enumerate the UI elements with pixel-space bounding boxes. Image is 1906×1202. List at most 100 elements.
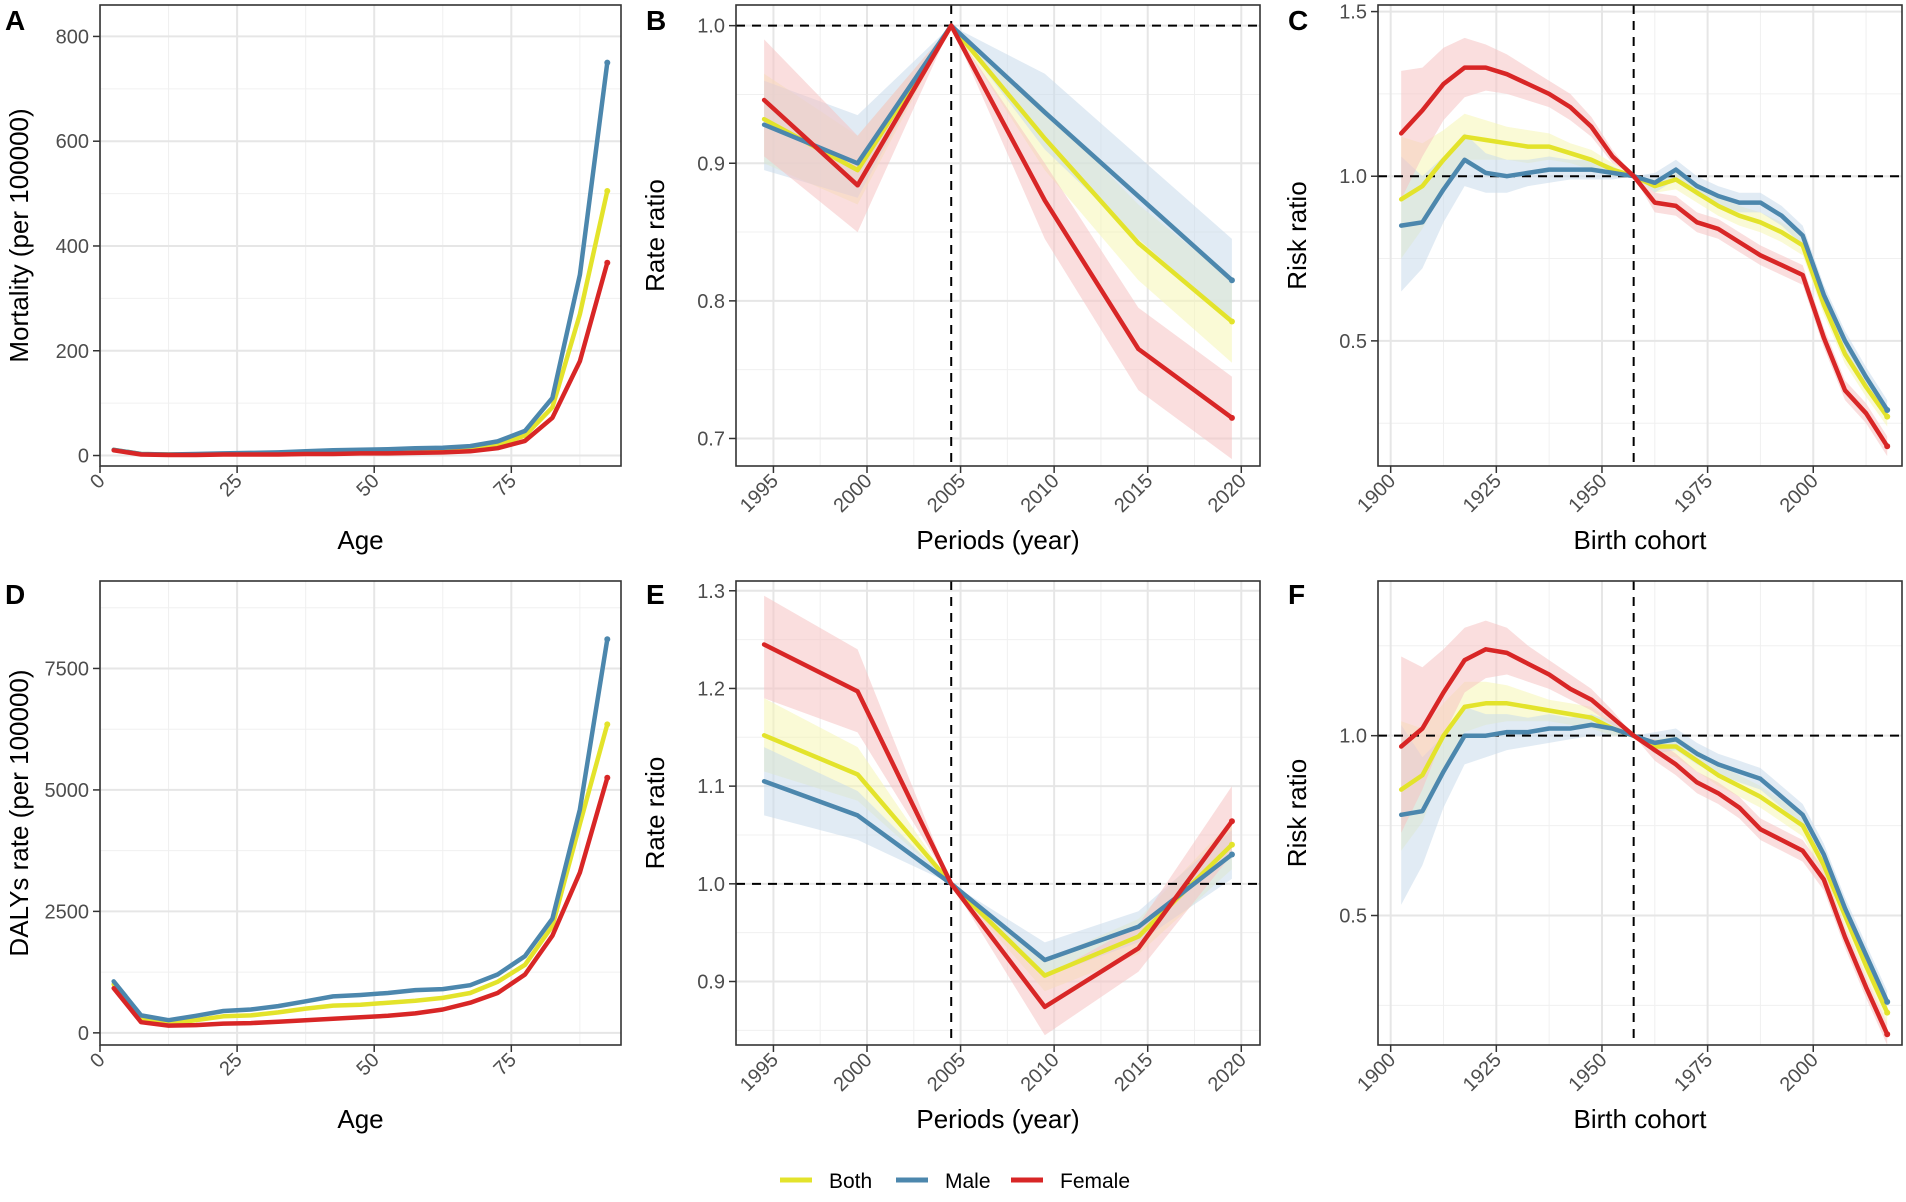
series-endpoint-male (604, 59, 611, 66)
x-tick-label: 1975 (1670, 1049, 1717, 1096)
y-axis-title: Risk ratio (1282, 759, 1312, 867)
x-tick-label: 1995 (736, 1049, 783, 1096)
y-tick-label: 200 (56, 341, 89, 363)
x-tick-label: 2005 (923, 1049, 970, 1096)
x-tick-label: 1925 (1459, 470, 1506, 517)
legend-label-male: Male (945, 1170, 991, 1193)
series-endpoint-both (1228, 318, 1235, 325)
series-endpoint-female (1884, 443, 1891, 450)
x-tick-label: 1900 (1353, 1049, 1400, 1096)
series-endpoint-male (1884, 998, 1891, 1005)
panel-c: 1900 1925 1950 1975 2000 0.5 1.0 1.5 Birth cohor… (1282, 2, 1903, 555)
y-tick-label: 800 (56, 26, 89, 48)
x-tick-label: 0 (86, 1049, 109, 1072)
grid (100, 581, 621, 1045)
y-tick-label: 1.1 (697, 776, 725, 798)
series-endpoint-male (1884, 407, 1891, 414)
legend: Both Male Female (780, 1170, 1130, 1193)
y-tick-label: 1.3 (697, 581, 725, 603)
panel-e: 1995 2000 2005 2010 2015 2020 0.9 1.0 1.1 1.2 1.3 P… (640, 579, 1261, 1134)
panel-border (735, 4, 1261, 467)
legend-label-female: Female (1060, 1170, 1130, 1193)
band-male (764, 25, 1232, 322)
series-line-female (111, 775, 610, 1028)
y-axis-title: Risk ratio (1282, 181, 1312, 289)
series-endpoint-both (604, 721, 611, 728)
x-tick-label: 75 (490, 1049, 521, 1080)
x-tick-label: 2005 (923, 470, 970, 517)
plot-content (111, 59, 611, 458)
panel-border (1377, 4, 1903, 467)
y-tick-label: 2500 (45, 901, 90, 923)
series-endpoint-female (604, 259, 611, 266)
band-female (1401, 620, 1888, 1045)
series-line-male (761, 23, 1235, 283)
panel-letter: B (646, 5, 666, 36)
plot-content (736, 581, 1260, 1045)
x-axis-title: Age (337, 1104, 383, 1134)
panel-d: 0 25 50 75 0 2500 5000 7500 Age DALYs rate (per 1… (4, 579, 622, 1134)
series-line-both (761, 733, 1235, 978)
x-axis-title: Birth cohort (1574, 525, 1708, 555)
y-tick-label: 0.9 (697, 972, 725, 994)
x-tick-label: 25 (215, 470, 246, 501)
y-axis-title: DALYs rate (per 100000) (4, 669, 34, 956)
series-endpoint-female (1228, 414, 1235, 421)
series-endpoint-both (1228, 841, 1235, 848)
x-tick-label: 75 (490, 470, 521, 501)
series-line-female (1398, 647, 1890, 1037)
panel-letter: E (646, 579, 665, 610)
x-tick-label: 0 (86, 470, 109, 493)
x-tick-label: 2020 (1204, 1049, 1251, 1096)
legend-label-both: Both (829, 1170, 872, 1193)
panel-border (99, 580, 622, 1046)
x-tick-label: 2000 (830, 1049, 877, 1096)
y-tick-label: 1.0 (697, 874, 725, 896)
x-tick-label: 2000 (830, 470, 877, 517)
y-tick-label: 0.8 (697, 291, 725, 313)
panel-letter: D (5, 579, 25, 610)
y-tick-label: 7500 (45, 658, 90, 680)
panel-letter: A (5, 5, 25, 36)
x-tick-label: 1995 (736, 470, 783, 517)
y-tick-label: 0.9 (697, 153, 725, 175)
y-tick-label: 0 (78, 1023, 89, 1045)
x-tick-label: 2010 (1017, 1049, 1064, 1096)
x-tick-label: 2015 (1110, 1049, 1157, 1096)
series-line-female (111, 260, 610, 458)
y-tick-label: 0 (78, 446, 89, 468)
panel-f: 1900 1925 1950 1975 2000 0.5 1.0 Birth cohort Ri… (1282, 579, 1903, 1134)
x-axis-title: Periods (year) (916, 525, 1079, 555)
panel-letter: F (1288, 579, 1305, 610)
x-tick-label: 2000 (1776, 470, 1823, 517)
x-tick-label: 1950 (1564, 1049, 1611, 1096)
x-tick-label: 2010 (1017, 470, 1064, 517)
band-both (1401, 113, 1888, 427)
plot-area (100, 581, 621, 1045)
plot-area (100, 5, 621, 466)
series-line-male (1398, 157, 1890, 413)
x-tick-label: 2015 (1110, 470, 1157, 517)
plot-content (736, 5, 1260, 466)
y-tick-label: 600 (56, 131, 89, 153)
y-tick-label: 1.0 (1339, 726, 1367, 748)
series-line-female (761, 642, 1235, 1010)
series-line-male (1398, 722, 1890, 1005)
y-tick-label: 400 (56, 236, 89, 258)
y-tick-label: 0.5 (1339, 331, 1367, 353)
y-tick-label: 1.0 (697, 16, 725, 38)
y-axis-title: Mortality (per 100000) (4, 108, 34, 362)
x-tick-label: 1975 (1670, 470, 1717, 517)
band-male (764, 747, 1232, 977)
x-tick-label: 50 (352, 1049, 383, 1080)
plot-content (111, 636, 611, 1028)
y-tick-label: 1.5 (1339, 2, 1367, 24)
y-axis-title: Rate ratio (640, 757, 670, 870)
x-tick-label: 1925 (1459, 1049, 1506, 1096)
series-endpoint-both (604, 187, 611, 194)
plot-content (1378, 581, 1902, 1045)
series-line-female (1398, 65, 1890, 449)
series-line-male (111, 637, 610, 1023)
y-tick-label: 1.0 (1339, 166, 1367, 188)
